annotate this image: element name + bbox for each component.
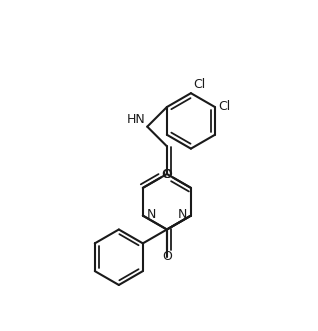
Text: Cl: Cl xyxy=(193,78,206,91)
Text: N: N xyxy=(147,209,156,221)
Text: Cl: Cl xyxy=(219,100,231,113)
Text: O: O xyxy=(162,168,172,181)
Text: O: O xyxy=(162,251,172,263)
Text: N: N xyxy=(178,209,187,221)
Text: HN: HN xyxy=(127,113,146,126)
Text: O: O xyxy=(162,168,171,181)
